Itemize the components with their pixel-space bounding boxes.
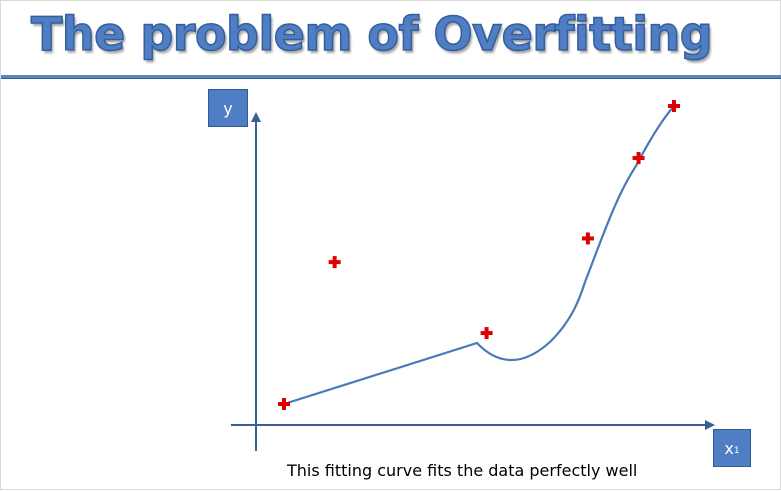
y-axis-label-text: y — [223, 98, 233, 118]
title-divider — [1, 75, 781, 79]
data-point-marker — [480, 327, 493, 340]
slide-title: The problem of Overfitting — [30, 6, 713, 62]
data-point-marker — [632, 152, 645, 165]
y-axis-label: y — [208, 89, 248, 127]
caption: This fitting curve fits the data perfect… — [287, 461, 638, 480]
data-point-marker — [328, 256, 341, 269]
data-point-marker — [278, 398, 290, 410]
x-axis-label-subscript: 1 — [733, 446, 740, 456]
fitting-curve — [283, 105, 675, 406]
x-axis-label-text: x — [724, 438, 734, 458]
data-points — [278, 100, 680, 410]
data-point-marker — [668, 100, 680, 112]
data-point-marker — [581, 232, 594, 245]
